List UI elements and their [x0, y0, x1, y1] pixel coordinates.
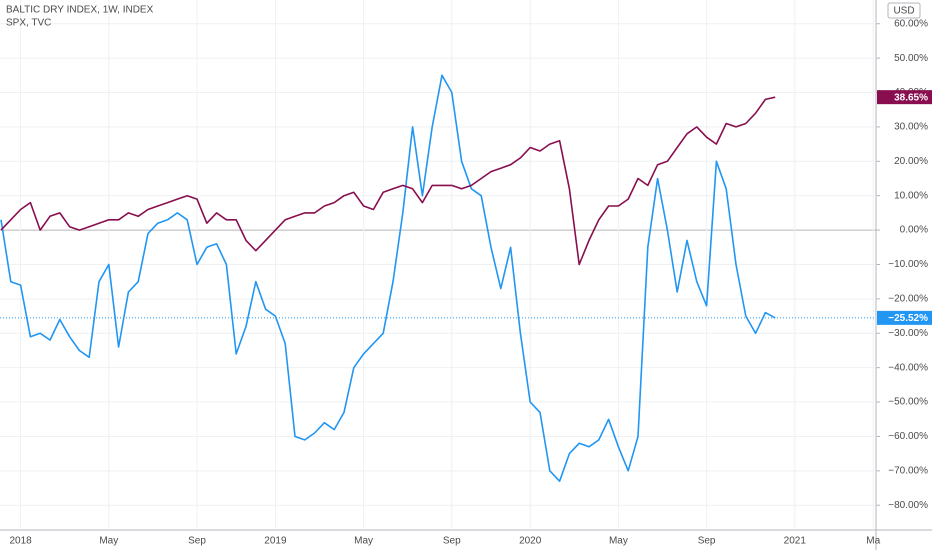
y-tick-label: −10.00% [888, 259, 928, 270]
y-tick-label: −40.00% [888, 362, 928, 373]
title: BALTIC DRY INDEX, 1W, INDEX [6, 5, 154, 16]
y-tick-label: −80.00% [888, 500, 928, 511]
x-tick-label: May [99, 536, 118, 547]
x-tick-label: May [354, 536, 373, 547]
y-tick-label: −30.00% [888, 328, 928, 339]
last-value-label: 38.65% [894, 92, 928, 103]
y-tick-label: 20.00% [894, 156, 928, 167]
y-tick-label: 50.00% [894, 53, 928, 64]
x-tick-label: 2018 [9, 536, 32, 547]
series-line [0, 74, 776, 482]
y-tick-label: 0.00% [900, 225, 928, 236]
x-tick-label: Sep [188, 536, 206, 547]
x-tick-label: Ma [866, 536, 880, 547]
y-tick-label: −50.00% [888, 397, 928, 408]
series-line [0, 96, 776, 266]
x-tick-label: May [609, 536, 628, 547]
x-tick-label: Sep [698, 536, 716, 547]
y-tick-label: −60.00% [888, 431, 928, 442]
y-tick-label: 30.00% [894, 122, 928, 133]
y-tick-label: −70.00% [888, 465, 928, 476]
last-value-box [877, 310, 932, 325]
last-value-label: −25.52% [888, 313, 928, 324]
subtitle: SPX, TVC [6, 18, 51, 29]
y-tick-label: 10.00% [894, 190, 928, 201]
x-tick-label: 2020 [519, 536, 542, 547]
x-tick-label: 2019 [264, 536, 287, 547]
y-tick-label: −20.00% [888, 294, 928, 305]
y-tick-label: 60.00% [894, 18, 928, 29]
currency-box[interactable] [887, 2, 921, 19]
last-value-box [877, 90, 932, 105]
currency[interactable]: USD [893, 6, 914, 17]
x-tick-label: Sep [443, 536, 461, 547]
x-tick-label: 2021 [784, 536, 807, 547]
